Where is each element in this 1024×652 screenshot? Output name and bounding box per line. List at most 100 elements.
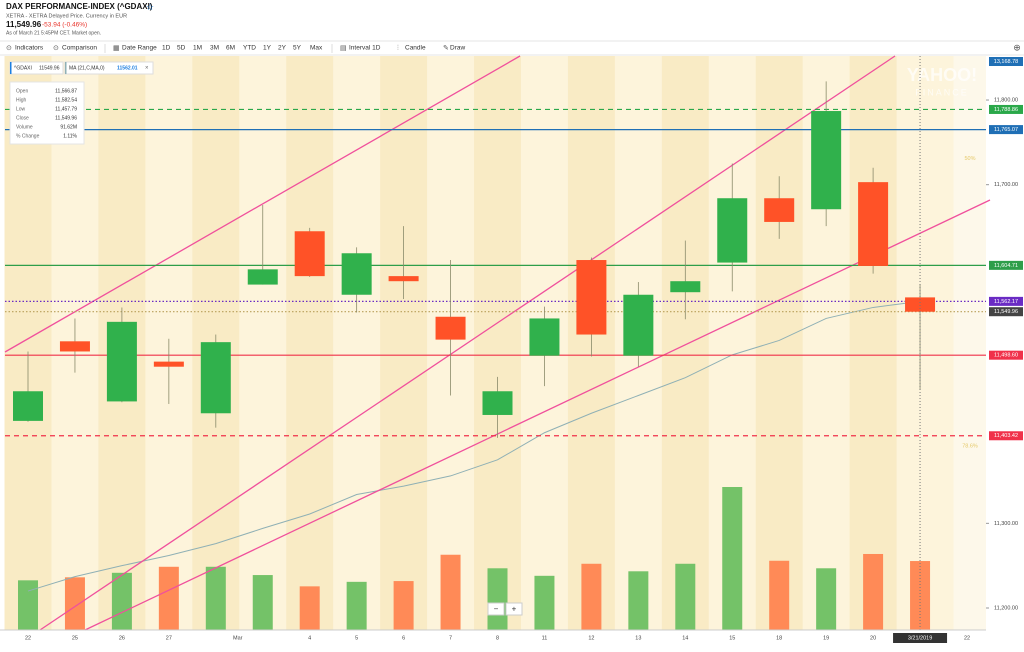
top-badge-label: 13,168.78 <box>994 59 1018 65</box>
zoom-label: − <box>494 605 499 614</box>
tooltip-value: 11,582.54 <box>55 97 77 103</box>
x-tick-label: 11 <box>542 635 548 641</box>
toolbar-icon: ✎ <box>443 45 449 52</box>
level-badge <box>989 307 1023 317</box>
x-tick-label: Mar <box>233 635 243 641</box>
day-stripe <box>849 56 897 630</box>
watermark: YAHOO! <box>907 65 977 85</box>
top-badge <box>989 57 1023 66</box>
toolbar-button[interactable]: Date Range <box>122 45 157 52</box>
toolbar-button[interactable]: 5D <box>177 45 186 52</box>
plot: 11,200.00 11,300.00 11,700.00 11,800.00 YAHO… <box>0 55 1023 643</box>
x-tick-label: 12 <box>588 635 594 641</box>
price-change: -53.94 (-0.46%) <box>42 22 87 29</box>
trend-line <box>4 55 521 353</box>
trend-line <box>84 199 991 631</box>
volume-bar <box>205 566 226 630</box>
fib-label: 78.6% <box>962 444 978 450</box>
toolbar-icon: ⊙ <box>53 45 59 52</box>
zoom-button[interactable] <box>505 602 523 616</box>
volume-bar <box>534 575 555 630</box>
toolbar-button[interactable]: YTD <box>243 45 256 52</box>
candle-body <box>341 253 372 295</box>
candle-body <box>764 198 795 222</box>
candle-body <box>529 318 560 356</box>
toolbar-button[interactable]: Comparison <box>62 45 97 52</box>
crosshair-toggle[interactable]: ⊕ <box>1013 42 1021 52</box>
volume-bar <box>440 554 461 630</box>
toolbar: Indicators Comparison Date Range 1D 5D 1M 3M 6M… <box>6 44 465 53</box>
candle-body <box>717 198 748 263</box>
volume-bar <box>675 563 696 630</box>
candle-body <box>294 231 325 277</box>
candle-body <box>247 269 278 285</box>
toolbar-button[interactable]: 1D <box>162 45 171 52</box>
tooltip-label: % Change <box>16 133 40 139</box>
toolbar-button[interactable]: 5Y <box>293 45 302 52</box>
legend-close[interactable]: × <box>145 66 149 72</box>
toolbar-button[interactable]: 6M <box>226 45 235 52</box>
x-tick-label: 22 <box>964 635 970 641</box>
x-tick-label: 20 <box>870 635 876 641</box>
tooltip-label: High <box>16 97 27 103</box>
zoom-button[interactable] <box>487 602 505 616</box>
toolbar-icon: ▤ <box>340 45 347 52</box>
level-label: 11,498.60 <box>994 353 1018 359</box>
tooltip-value: 91.62M <box>60 124 77 130</box>
toolbar-button[interactable]: 3M <box>210 45 219 52</box>
toolbar-button[interactable]: Draw <box>450 45 465 52</box>
x-tick-label: 15 <box>729 635 735 641</box>
volume-bar <box>910 561 931 630</box>
trend-line <box>39 55 896 631</box>
x-tick-label: 18 <box>776 635 782 641</box>
tooltip-value: 11,549.96 <box>55 115 77 121</box>
toolbar-button[interactable]: Indicators <box>15 45 44 52</box>
y-tick-label: 11,200.00 <box>994 605 1018 611</box>
tooltip-value: 1.11% <box>63 133 77 139</box>
level-label: 11,788.86 <box>994 107 1018 113</box>
tooltip-label: Volume <box>16 124 33 130</box>
volume-bar <box>111 572 132 630</box>
toolbar-button[interactable]: Candle <box>405 45 426 52</box>
candle-body <box>200 342 231 414</box>
level-badge <box>989 125 1023 135</box>
level-badge <box>989 260 1023 270</box>
x-highlight <box>893 633 948 643</box>
candle-body <box>59 341 90 352</box>
level-label: 11,549.96 <box>994 309 1018 315</box>
volume-bar <box>252 575 273 630</box>
candle-body <box>905 297 936 312</box>
candle-body <box>576 260 607 335</box>
x-tick-label: 27 <box>166 635 172 641</box>
toolbar-button[interactable]: 1Y <box>263 45 272 52</box>
toolbar-button[interactable]: Interval 1D <box>349 45 381 52</box>
legend-symbol: MA (21,C,MA,0) <box>69 65 105 71</box>
tooltip-label: Close <box>16 115 29 121</box>
day-stripe <box>755 56 803 630</box>
candle-body <box>858 182 889 266</box>
y-tick-label: 11,800.00 <box>994 97 1018 103</box>
volume-bar <box>299 586 320 630</box>
candle-body <box>811 111 842 210</box>
level-label: 11,604.71 <box>994 263 1018 269</box>
volume-bar <box>816 568 837 630</box>
exchange-info: XETRA - XETRA Delayed Price. Currency in… <box>6 13 127 19</box>
x-tick-label: 14 <box>682 635 688 641</box>
day-stripe <box>4 56 52 630</box>
watch-star[interactable]: ☆ <box>146 2 154 12</box>
x-tick-label: 4 <box>308 635 311 641</box>
quote-title: DAX PERFORMANCE-INDEX (^GDAXI) <box>6 2 153 11</box>
volume-bar <box>628 571 649 630</box>
toolbar-button[interactable]: Max <box>310 45 323 52</box>
level-badge <box>989 296 1023 306</box>
toolbar-button[interactable]: 1M <box>193 45 202 52</box>
x-tick-label: 7 <box>449 635 452 641</box>
level-badge <box>989 431 1023 441</box>
volume-bar <box>581 563 602 630</box>
toolbar-button[interactable]: 2Y <box>278 45 287 52</box>
x-tick-label: 8 <box>496 635 499 641</box>
day-stripe <box>380 56 428 630</box>
volume-bar <box>158 566 179 630</box>
